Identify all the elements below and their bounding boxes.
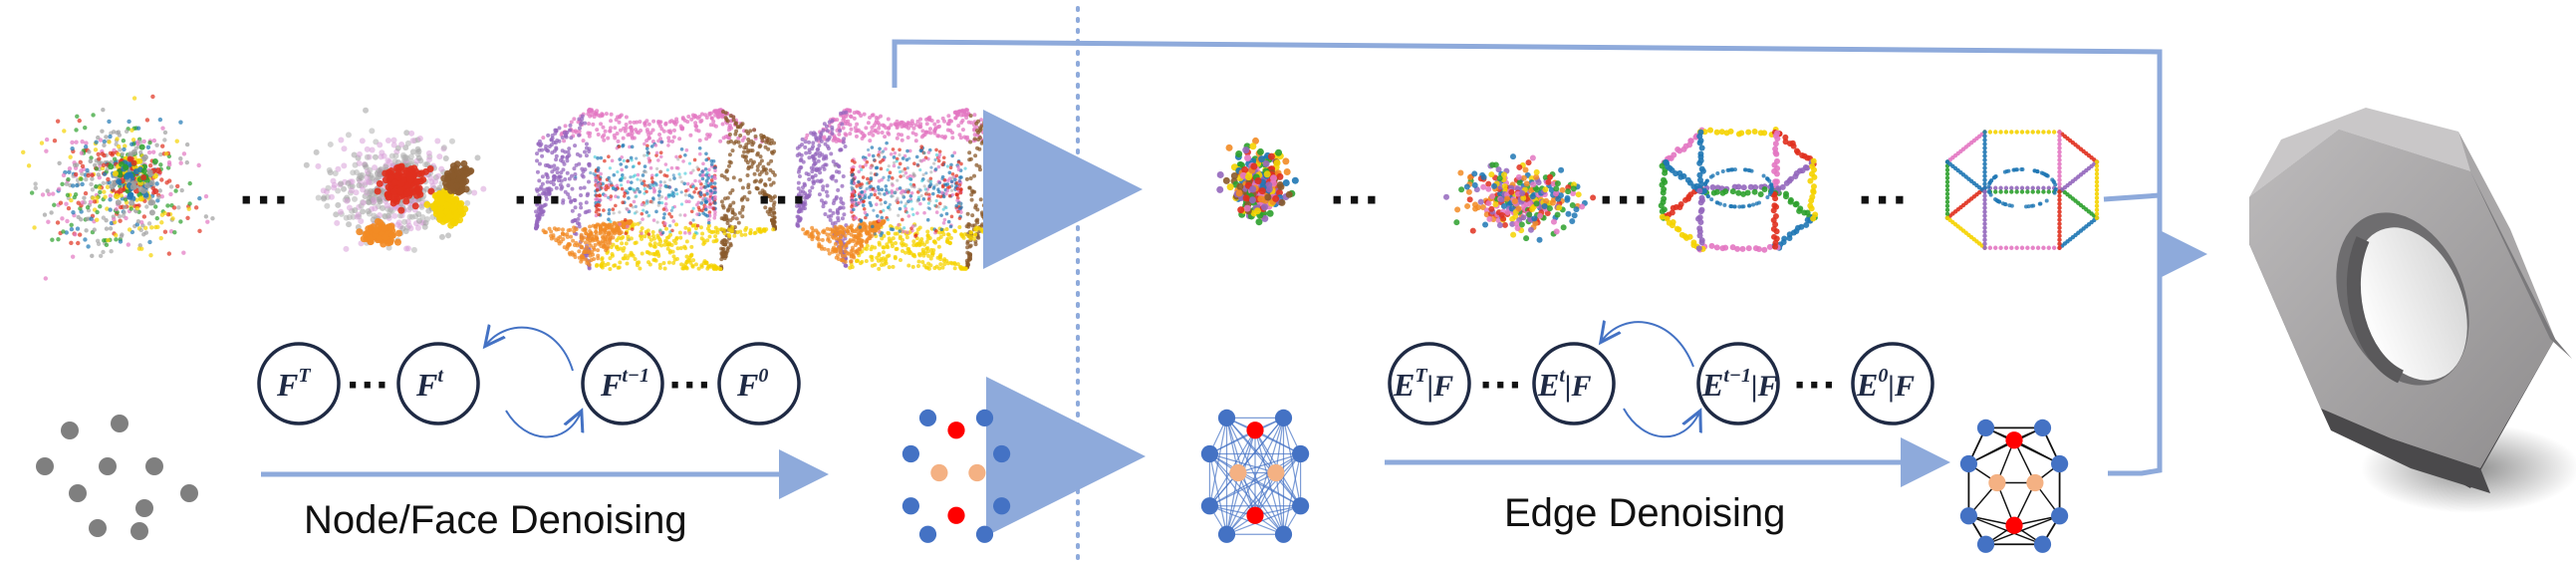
state-node: FT	[257, 342, 341, 425]
ellipsis-dots: ···	[1858, 171, 1910, 229]
noise-node-set	[36, 415, 198, 540]
graph-node	[1246, 422, 1264, 439]
ellipsis-dots: ···	[347, 361, 390, 410]
curved-arrow-icon	[486, 328, 574, 372]
state-node: Et−1|F	[1696, 342, 1780, 425]
graph-node	[947, 506, 965, 524]
graph-node	[2026, 473, 2044, 492]
graph-node	[993, 444, 1011, 463]
state-node: Ft	[396, 342, 480, 425]
graph-node	[1292, 444, 1310, 463]
noise-node	[89, 519, 107, 537]
bypass-connector	[892, 39, 2163, 257]
edge-state-sequence: ET|F Et|F Et−1|F E0|F ··· ···	[1388, 342, 1934, 425]
hexagonal-nut-solid	[2249, 108, 2576, 513]
state-label: FT	[276, 365, 311, 403]
noise-node	[99, 457, 117, 475]
node-graph-final	[1959, 419, 2069, 553]
graph-node	[975, 525, 994, 543]
noise-node	[36, 457, 54, 475]
graph-node	[1274, 525, 1293, 543]
graph-node	[993, 497, 1011, 515]
state-label: Et|F	[1537, 365, 1592, 403]
graph-node	[1959, 507, 1977, 525]
graph-node	[1988, 473, 2006, 492]
noise-node	[61, 422, 79, 439]
graph-node	[930, 463, 948, 482]
node-graphs	[902, 409, 2069, 553]
state-label: Et−1|F	[1701, 365, 1778, 403]
graph-node	[975, 409, 994, 426]
graph-node	[947, 422, 965, 439]
state-node: ET|F	[1388, 342, 1471, 425]
state-node: Et|F	[1532, 342, 1616, 425]
graph-node	[902, 444, 920, 463]
graph-node	[902, 497, 920, 515]
face-state-sequence: FT Ft Ft−1 F0 ··· ···	[257, 342, 801, 425]
state-label: ET|F	[1393, 365, 1453, 403]
state-label: Ft−1	[600, 365, 649, 403]
edge-denoising-label: Edge Denoising	[1504, 491, 1785, 535]
noise-node	[135, 499, 153, 517]
node-graph-fully-connected	[1200, 409, 1310, 543]
state-node: E0|F	[1851, 342, 1934, 425]
ellipsis-dots: ···	[757, 171, 809, 229]
node-graph-denoised	[902, 409, 1011, 543]
noise-node	[180, 484, 198, 502]
graph-node	[2051, 454, 2069, 473]
ellipsis-dots: ···	[1480, 361, 1524, 410]
graph-node	[1200, 444, 1218, 463]
noise-node	[145, 457, 163, 475]
graph-node	[1267, 463, 1285, 482]
graph-node	[1229, 463, 1247, 482]
ellipsis-dots: ···	[669, 361, 713, 410]
graph-node	[2051, 507, 2069, 525]
curved-arrow-icon	[1602, 322, 1694, 368]
ellipsis-dots: ···	[1599, 171, 1651, 229]
edge-result-connector	[2103, 192, 2161, 202]
ellipsis-dots: ···	[1794, 361, 1838, 410]
graph-node	[1959, 454, 1977, 473]
graph-node	[2033, 419, 2052, 436]
graph-node	[1217, 409, 1236, 426]
graph-node	[1246, 506, 1264, 524]
graph-node	[1217, 525, 1236, 543]
noise-node	[69, 484, 87, 502]
point-cloud-row	[21, 94, 2100, 281]
graph-result-connector	[2108, 257, 2163, 476]
graph-node	[1274, 409, 1293, 426]
graph-node	[2033, 535, 2052, 553]
curved-arrow-icon	[505, 411, 581, 438]
graph-node	[918, 525, 937, 543]
state-label: F0	[736, 365, 768, 403]
noise-node	[111, 415, 129, 432]
ellipsis-dots: ···	[1330, 171, 1382, 229]
graph-node	[1292, 497, 1310, 515]
state-label: Ft	[415, 365, 444, 403]
node-face-denoising-label: Node/Face Denoising	[304, 498, 687, 542]
graph-node	[918, 409, 937, 426]
ellipsis-dots: ···	[239, 171, 291, 229]
graph-node	[968, 463, 986, 482]
state-node: Ft−1	[581, 342, 664, 425]
graph-node	[1200, 497, 1218, 515]
curved-arrow-icon	[1623, 409, 1699, 438]
state-label: E0|F	[1856, 365, 1915, 403]
noise-node	[130, 522, 148, 540]
graph-node	[1976, 419, 1995, 436]
ellipsis-dots: ···	[513, 171, 565, 229]
graph-node	[2005, 431, 2023, 449]
graph-node	[1976, 535, 1995, 553]
state-node: F0	[717, 342, 801, 425]
graph-node	[2005, 516, 2023, 534]
